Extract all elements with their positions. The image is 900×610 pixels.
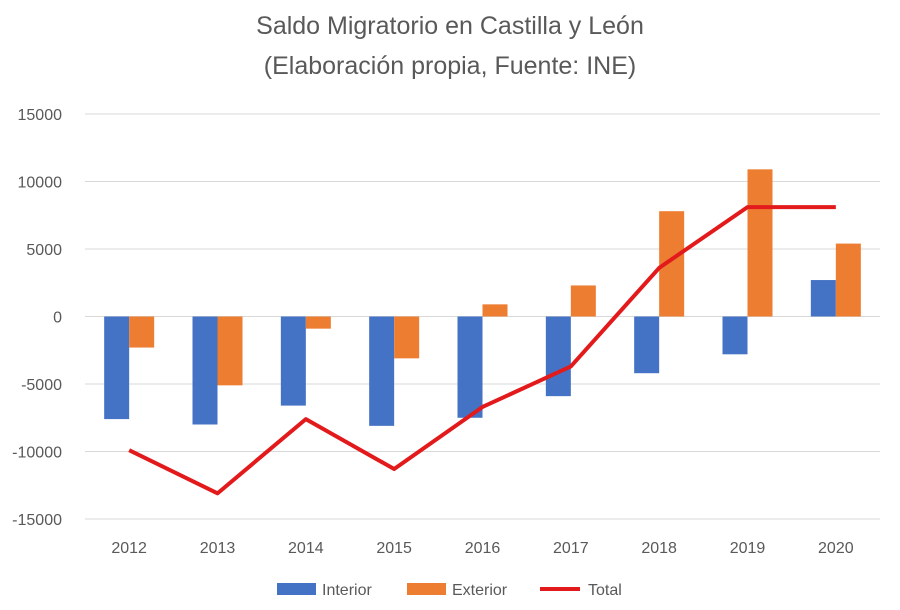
bar-interior <box>810 280 836 317</box>
chart-subtitle: (Elaboración propia, Fuente: INE) <box>263 52 637 80</box>
x-tick-label: 2012 <box>111 540 147 557</box>
bar-interior <box>104 316 130 420</box>
legend-swatch <box>277 583 316 595</box>
x-tick-label: 2020 <box>818 540 854 557</box>
x-tick-label: 2014 <box>288 540 324 557</box>
bar-exterior <box>747 169 773 317</box>
y-tick-label: -15000 <box>12 512 62 529</box>
y-tick-label: 15000 <box>18 107 63 124</box>
y-tick-label: 10000 <box>18 175 63 192</box>
bar-interior <box>369 316 395 426</box>
legend-label: Exterior <box>452 582 508 599</box>
bar-interior <box>634 316 660 374</box>
bar-interior <box>722 316 748 355</box>
bar-exterior <box>129 316 155 348</box>
x-tick-label: 2019 <box>730 540 766 557</box>
y-tick-label: -10000 <box>12 445 62 462</box>
bar-exterior <box>217 316 243 386</box>
bar-exterior <box>305 316 331 329</box>
bar-interior <box>545 316 571 397</box>
x-tick-label: 2015 <box>376 540 412 557</box>
bar-exterior <box>394 316 420 359</box>
x-tick-label: 2018 <box>641 540 677 557</box>
x-tick-label: 2017 <box>553 540 589 557</box>
bar-interior <box>192 316 218 425</box>
x-tick-label: 2013 <box>200 540 236 557</box>
bar-exterior <box>835 243 861 317</box>
y-tick-label: 5000 <box>26 242 62 259</box>
bar-exterior <box>570 285 596 317</box>
y-tick-label: 0 <box>53 310 62 327</box>
y-tick-label: -5000 <box>21 377 62 394</box>
legend-label: Interior <box>322 582 372 599</box>
legend-swatch <box>407 583 446 595</box>
bar-exterior <box>482 304 508 317</box>
x-tick-label: 2016 <box>465 540 501 557</box>
bar-interior <box>280 316 306 406</box>
bar-interior <box>457 316 483 418</box>
legend-label: Total <box>588 582 622 599</box>
chart-title: Saldo Migratorio en Castilla y León <box>256 12 644 40</box>
